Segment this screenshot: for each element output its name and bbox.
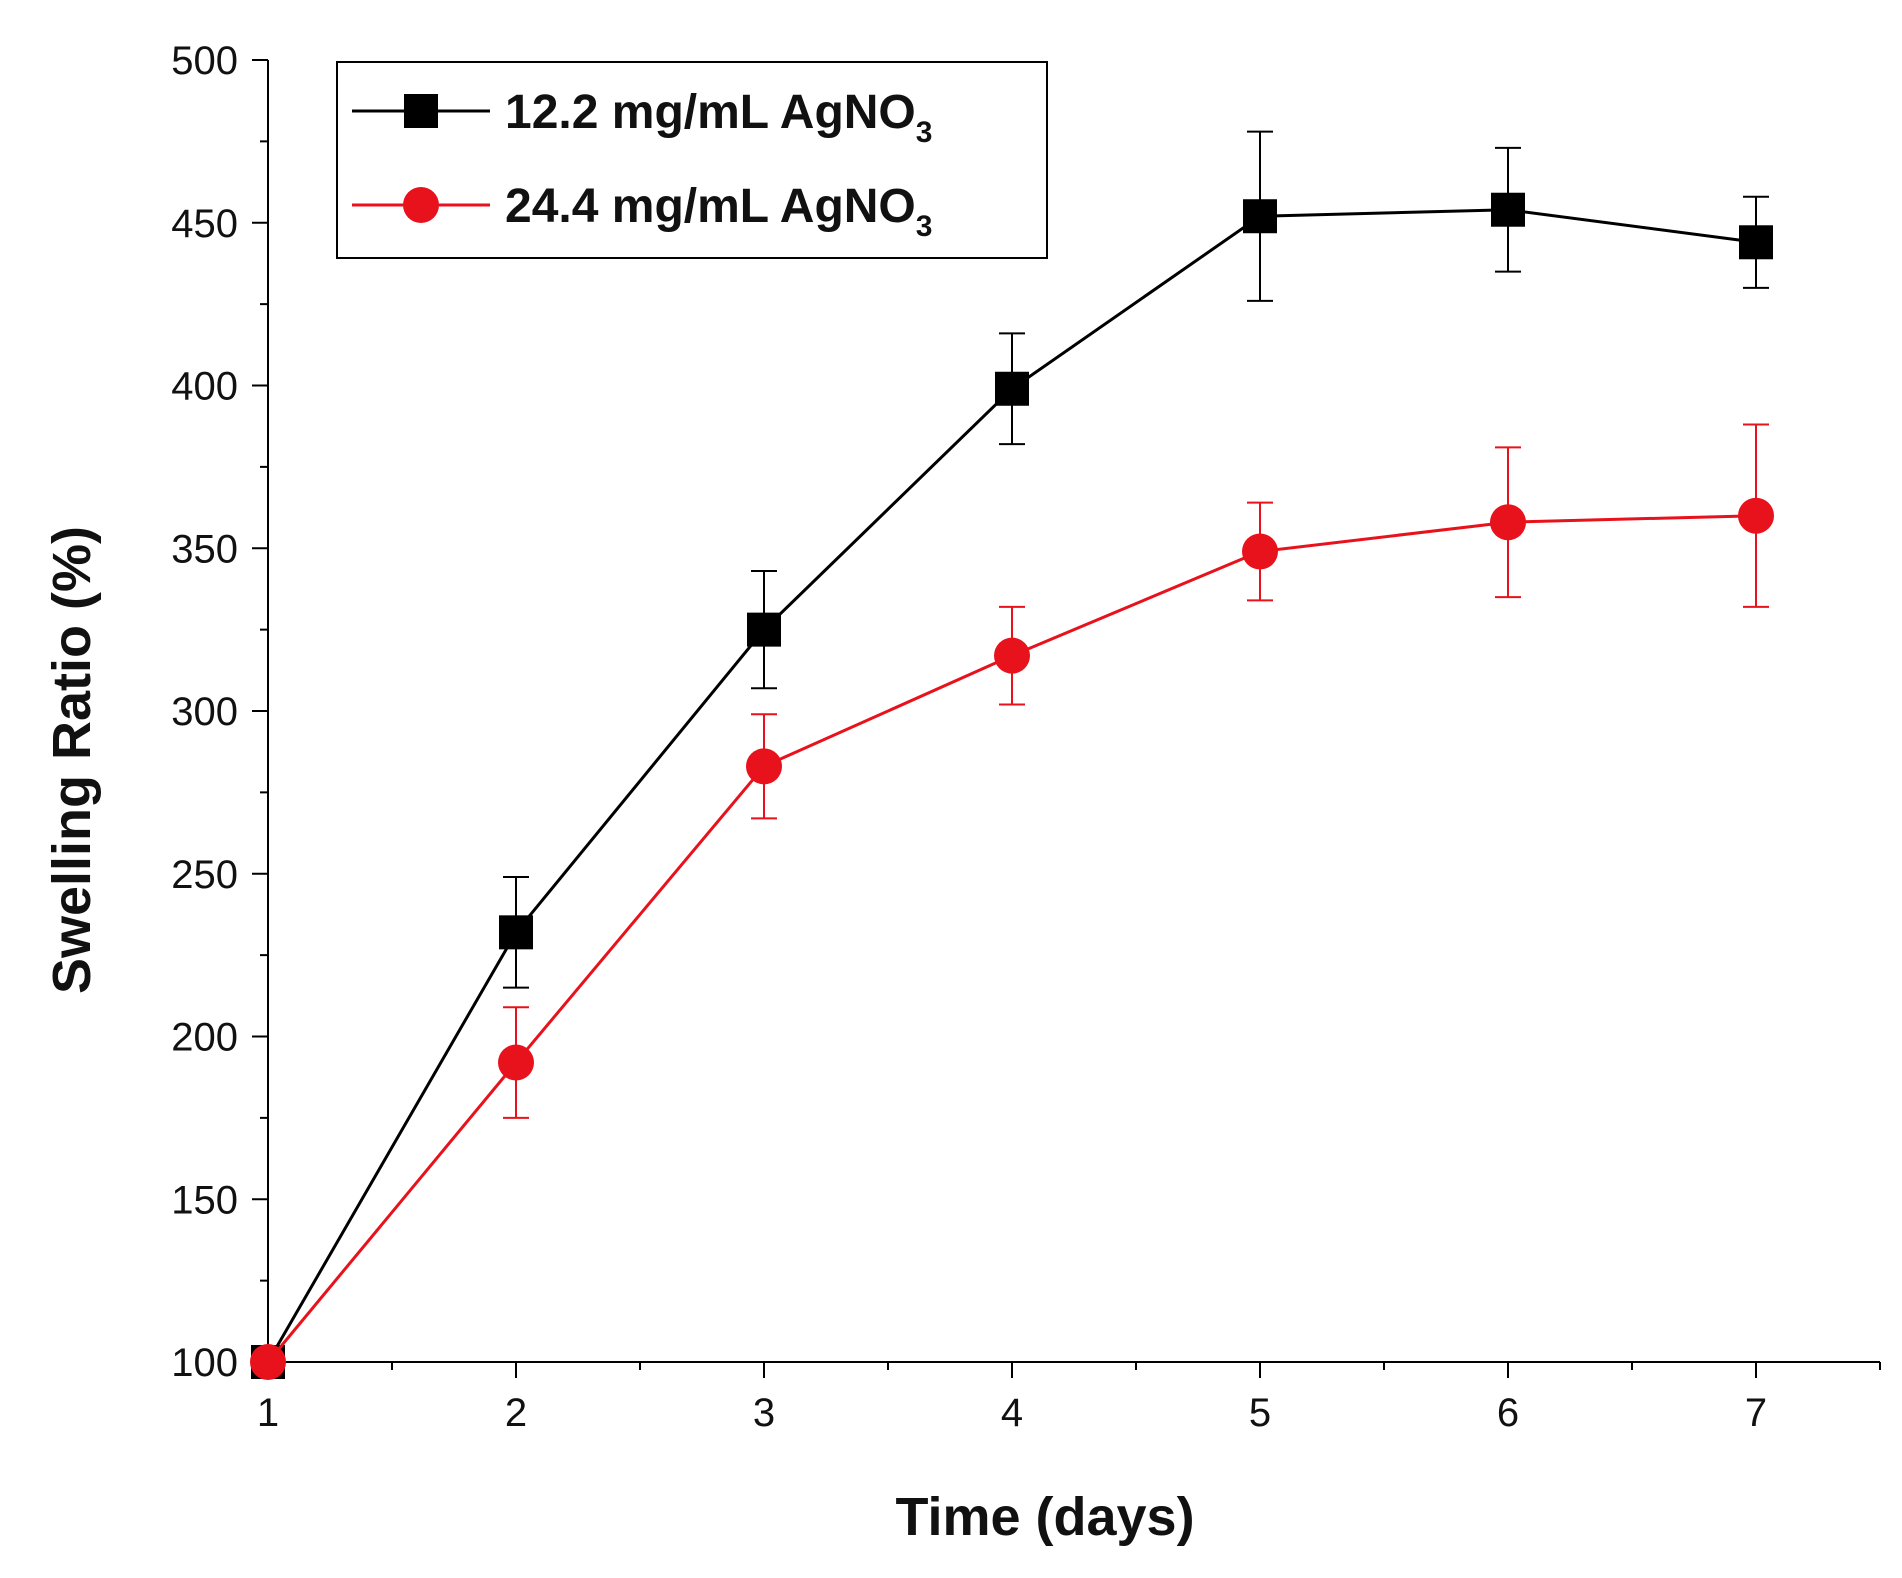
legend-label: 24.4 mg/mL AgNO3 [505,180,932,243]
data-point [746,748,782,785]
legend: 12.2 mg/mL AgNO3 24.4 mg/mL AgNO3 [336,61,1048,259]
data-point [747,612,781,647]
data-point [499,915,533,950]
y-tick-label: 300 [171,690,238,734]
data-point [1243,199,1277,234]
y-tick-label: 450 [171,202,238,246]
data-point [250,1344,286,1380]
y-tick-label: 100 [171,1341,238,1385]
x-tick-label: 4 [1001,1391,1023,1435]
y-tick-label: 200 [171,1016,238,1060]
series-group [250,130,1774,1380]
data-point [995,371,1029,406]
y-axis-title: Swelling Ratio (%) [42,526,102,994]
ticks-group: 100 150 200 250 300 350 400 450 500 1 2 3 4 5 6 7 [171,39,1881,1435]
y-tick-label: 250 [171,853,238,897]
data-point [994,637,1030,674]
x-tick-label: 2 [505,1391,527,1435]
data-point [1738,497,1774,534]
legend-marker [403,187,439,223]
x-tick-label: 5 [1249,1391,1271,1435]
legend-marker [404,94,438,128]
data-point [498,1044,534,1081]
x-axis-title: Time (days) [895,1487,1194,1547]
series-1 [251,130,1773,1379]
data-point [1490,504,1526,541]
data-point [1739,225,1773,260]
data-point [1242,533,1278,570]
legend-label: 12.2 mg/mL AgNO3 [505,86,932,149]
y-tick-label: 500 [171,39,238,83]
y-tick-label: 400 [171,365,238,409]
y-tick-label: 150 [171,1178,238,1222]
x-tick-label: 3 [753,1391,775,1435]
x-tick-label: 7 [1745,1391,1767,1435]
y-tick-label: 350 [171,527,238,571]
x-tick-label: 6 [1497,1391,1519,1435]
legend-box [336,61,1048,259]
series-2 [250,423,1774,1380]
data-point [1491,192,1525,227]
x-tick-label: 1 [257,1391,279,1435]
